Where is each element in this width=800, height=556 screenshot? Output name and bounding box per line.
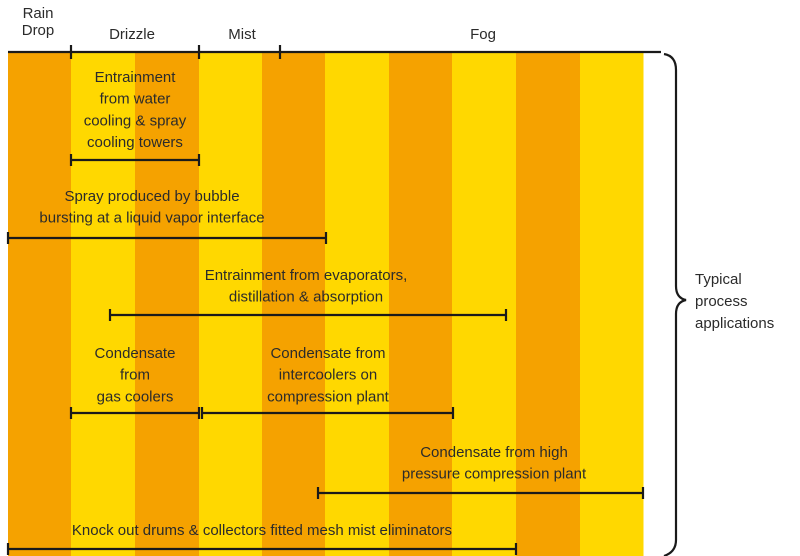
- header-label: Drizzle: [109, 26, 155, 43]
- application-label: Condensate from high: [420, 444, 568, 461]
- application-label: gas coolers: [97, 388, 174, 405]
- stripe: [71, 52, 136, 556]
- stripe: [262, 52, 326, 556]
- application-label: Entrainment from evaporators,: [205, 267, 408, 284]
- application-label: Entrainment: [95, 69, 177, 86]
- application-label: Knock out drums & collectors fitted mesh…: [72, 522, 452, 539]
- application-label: bursting at a liquid vapor interface: [39, 210, 264, 227]
- header-label: Drop: [22, 22, 55, 39]
- application-label: Condensate from: [270, 345, 385, 362]
- application-label: cooling towers: [87, 134, 183, 151]
- stripe: [8, 52, 72, 556]
- application-label: compression plant: [267, 388, 390, 405]
- application-label: distillation & absorption: [229, 289, 383, 306]
- side-label: applications: [695, 315, 774, 332]
- application-label: from: [120, 367, 150, 384]
- stripe: [199, 52, 263, 556]
- header-label: Rain: [23, 5, 54, 22]
- stripe: [580, 52, 644, 556]
- stripe: [516, 52, 581, 556]
- header-label: Fog: [470, 26, 496, 43]
- stripe: [325, 52, 390, 556]
- application-label: Spray produced by bubble: [64, 188, 239, 205]
- stripes: [8, 52, 644, 556]
- application-label: intercoolers on: [279, 367, 377, 384]
- stripe: [452, 52, 517, 556]
- side-label: Typical: [695, 271, 742, 288]
- header-label: Mist: [228, 26, 256, 43]
- stripe: [135, 52, 200, 556]
- side-label: process: [695, 293, 748, 310]
- brace: [663, 52, 687, 556]
- application-label: Condensate: [95, 345, 176, 362]
- application-label: cooling & spray: [84, 112, 187, 129]
- stripe: [389, 52, 453, 556]
- application-label: pressure compression plant: [402, 466, 587, 483]
- application-label: from water: [100, 91, 171, 108]
